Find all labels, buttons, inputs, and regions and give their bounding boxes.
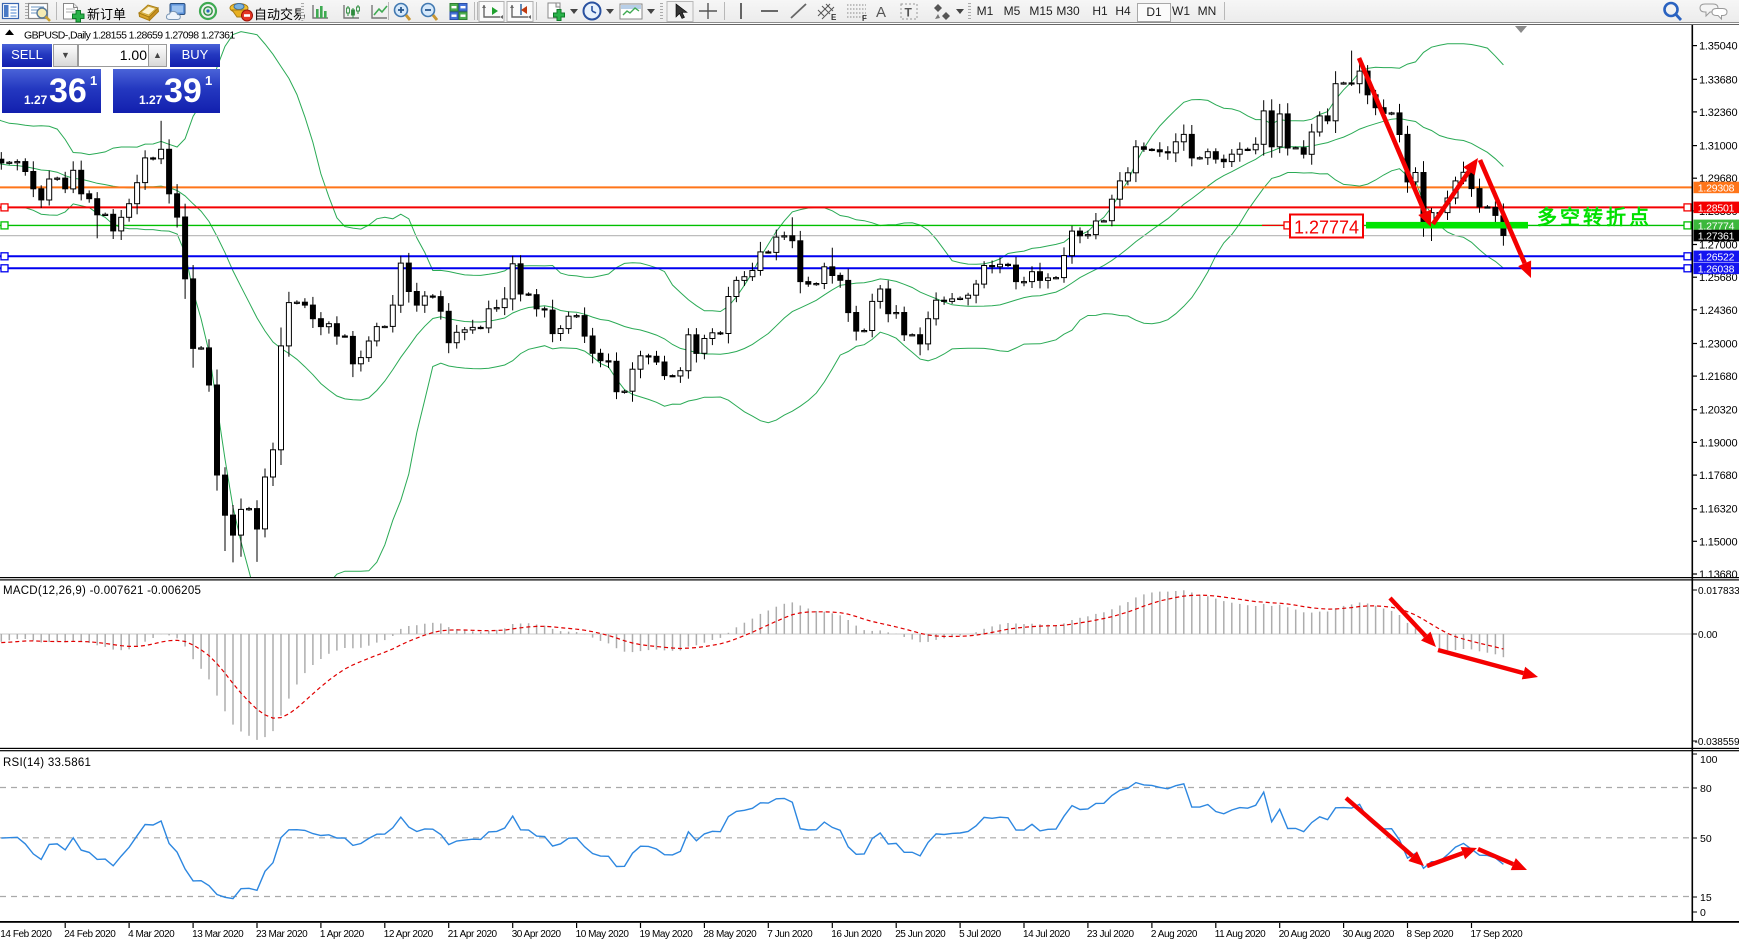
svg-text:16 Jun 2020: 16 Jun 2020 <box>831 929 882 940</box>
svg-text:1.23000: 1.23000 <box>1699 339 1737 351</box>
svg-text:14 Jul 2020: 14 Jul 2020 <box>1023 929 1071 940</box>
svg-text:RSI(14) 33.5861: RSI(14) 33.5861 <box>3 757 91 769</box>
svg-text:1.27774: 1.27774 <box>1294 218 1359 238</box>
svg-text:17 Sep 2020: 17 Sep 2020 <box>1471 929 1524 940</box>
svg-text:1.28501: 1.28501 <box>1698 202 1735 214</box>
svg-text:2 Aug 2020: 2 Aug 2020 <box>1151 929 1198 940</box>
svg-text:19 May 2020: 19 May 2020 <box>640 929 694 940</box>
svg-text:1.27361: 1.27361 <box>1698 231 1735 243</box>
svg-text:GBPUSD-,Daily 1.28155 1.28659: GBPUSD-,Daily 1.28155 1.28659 1.27098 1.… <box>24 30 235 42</box>
svg-text:50: 50 <box>1700 833 1712 845</box>
svg-text:-0.038559: -0.038559 <box>1695 737 1739 748</box>
svg-text:100: 100 <box>1700 754 1718 766</box>
svg-text:5 Jul 2020: 5 Jul 2020 <box>959 929 1002 940</box>
svg-text:1.21680: 1.21680 <box>1699 371 1737 383</box>
svg-text:1.13680: 1.13680 <box>1699 569 1737 581</box>
svg-text:1.31000: 1.31000 <box>1699 141 1737 153</box>
svg-text:1.26522: 1.26522 <box>1698 251 1735 263</box>
svg-text:A: A <box>876 4 886 21</box>
svg-text:E: E <box>831 13 837 22</box>
svg-text:0.00: 0.00 <box>1698 630 1718 641</box>
svg-text:1.17680: 1.17680 <box>1699 470 1737 482</box>
svg-text:1.32360: 1.32360 <box>1699 107 1737 119</box>
svg-text:15: 15 <box>1700 892 1712 904</box>
svg-text:F: F <box>862 14 867 23</box>
svg-text:0: 0 <box>1700 907 1706 919</box>
svg-text:0.017833: 0.017833 <box>1698 586 1739 597</box>
svg-text:11 Aug 2020: 11 Aug 2020 <box>1215 929 1266 940</box>
svg-text:8 Sep 2020: 8 Sep 2020 <box>1407 929 1455 940</box>
svg-text:21 Apr 2020: 21 Apr 2020 <box>448 929 498 940</box>
svg-text:1.29308: 1.29308 <box>1698 182 1735 194</box>
svg-text:23 Mar 2020: 23 Mar 2020 <box>256 929 308 940</box>
svg-text:MACD(12,26,9) -0.007621 -0.006: MACD(12,26,9) -0.007621 -0.006205 <box>3 585 201 597</box>
svg-text:20 Aug 2020: 20 Aug 2020 <box>1279 929 1331 940</box>
svg-text:13 Mar 2020: 13 Mar 2020 <box>192 929 244 940</box>
svg-text:30 Aug 2020: 30 Aug 2020 <box>1343 929 1395 940</box>
svg-text:10 May 2020: 10 May 2020 <box>576 929 630 940</box>
svg-text:14 Feb 2020: 14 Feb 2020 <box>0 929 52 940</box>
svg-text:1 Apr 2020: 1 Apr 2020 <box>320 929 365 940</box>
svg-text:25 Jun 2020: 25 Jun 2020 <box>895 929 946 940</box>
svg-text:23 Jul 2020: 23 Jul 2020 <box>1087 929 1135 940</box>
svg-text:1.15000: 1.15000 <box>1699 536 1737 548</box>
svg-text:1.19000: 1.19000 <box>1699 437 1737 449</box>
svg-text:12 Apr 2020: 12 Apr 2020 <box>384 929 434 940</box>
svg-text:24 Feb 2020: 24 Feb 2020 <box>64 929 116 940</box>
svg-text:1.16320: 1.16320 <box>1699 504 1737 516</box>
svg-text:1.26038: 1.26038 <box>1698 263 1735 275</box>
svg-text:T: T <box>905 6 913 20</box>
svg-text:1.24360: 1.24360 <box>1699 305 1737 317</box>
svg-text:4 Mar 2020: 4 Mar 2020 <box>128 929 175 940</box>
svg-text:28 May 2020: 28 May 2020 <box>703 929 757 940</box>
svg-text:1.33680: 1.33680 <box>1699 74 1737 86</box>
svg-text:1.35040: 1.35040 <box>1699 41 1737 53</box>
svg-text:30 Apr 2020: 30 Apr 2020 <box>512 929 562 940</box>
svg-text:7 Jun 2020: 7 Jun 2020 <box>767 929 813 940</box>
svg-text:多空转折点: 多空转折点 <box>1537 205 1652 229</box>
svg-text:1.20320: 1.20320 <box>1699 405 1737 417</box>
svg-text:80: 80 <box>1700 783 1712 795</box>
